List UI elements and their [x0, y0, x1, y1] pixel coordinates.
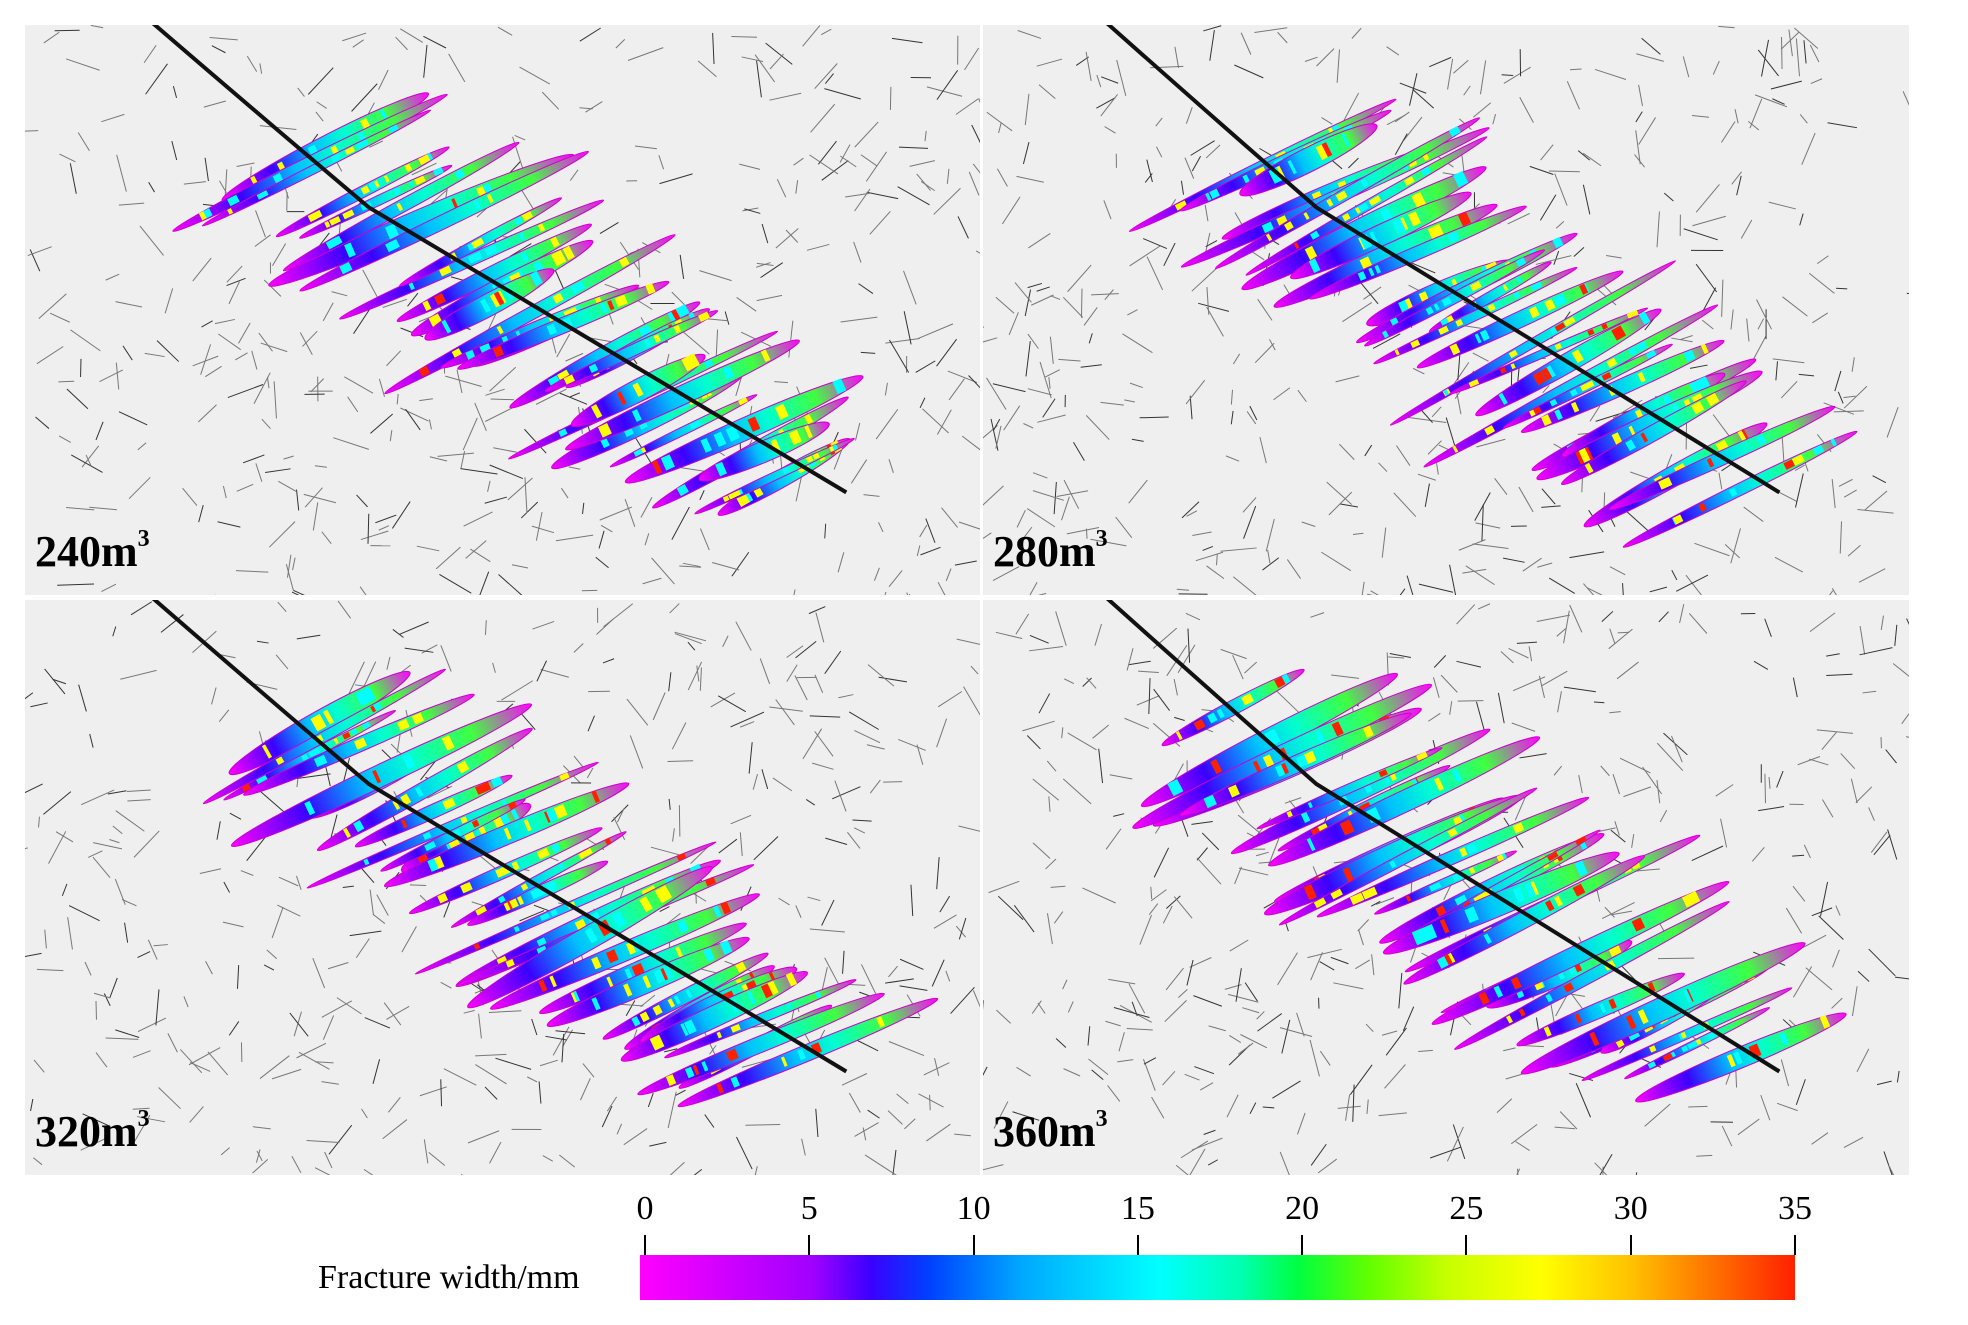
hydraulic-fractures — [202, 668, 939, 1108]
fracture-network-graphic — [25, 600, 980, 1175]
colorbar-tick — [972, 1235, 975, 1255]
panel-label: 280m3 — [993, 526, 1108, 576]
colorbar-tick — [1136, 1235, 1139, 1255]
hydraulic-fractures — [1132, 668, 1847, 1103]
colorbar-tick — [1301, 1235, 1304, 1255]
colorbar-tick-label: 5 — [800, 1190, 818, 1227]
fracture-panel-280: 280m3 — [983, 25, 1909, 595]
fracture-network-graphic — [983, 600, 1909, 1175]
colorbar-tick — [1465, 1235, 1468, 1255]
colorbar-title: Fracture width/mm — [318, 1259, 580, 1296]
colorbar-tick — [644, 1235, 646, 1255]
colorbar-tick — [808, 1235, 811, 1255]
colorbar-tick — [1794, 1235, 1796, 1255]
colorbar-tick — [1629, 1235, 1632, 1255]
colorbar-tick-label: 10 — [956, 1190, 991, 1227]
wellbore-line — [1105, 25, 1781, 495]
natural-fractures — [983, 25, 1909, 595]
natural-fractures — [983, 603, 1909, 1175]
fracture-network-graphic — [983, 25, 1909, 595]
wellbore-line — [1105, 600, 1781, 1074]
wellbore-line — [151, 25, 848, 495]
colorbar-tick-label: 35 — [1778, 1190, 1812, 1227]
colorbar-tick-label: 20 — [1285, 1190, 1320, 1227]
colorbar-tick-label: 25 — [1449, 1190, 1484, 1227]
panel-label: 320m3 — [35, 1106, 150, 1156]
hydraulic-fractures — [1128, 98, 1858, 548]
colorbar-tick-label: 30 — [1613, 1190, 1648, 1227]
fracture-panel-360: 360m3 — [983, 600, 1909, 1175]
wellbore-line — [151, 600, 848, 1074]
colorbar-tick-label: 0 — [636, 1190, 654, 1227]
panel-label: 360m3 — [993, 1106, 1108, 1156]
panel-label: 240m3 — [35, 526, 150, 576]
fracture-network-graphic — [25, 25, 980, 595]
colorbar — [640, 1255, 1795, 1300]
fracture-panel-240: 240m3 — [25, 25, 980, 595]
hydraulic-fractures — [172, 92, 864, 516]
colorbar-tick-label: 15 — [1120, 1190, 1155, 1227]
natural-fractures — [25, 600, 980, 1175]
fracture-panel-320: 320m3 — [25, 600, 980, 1175]
